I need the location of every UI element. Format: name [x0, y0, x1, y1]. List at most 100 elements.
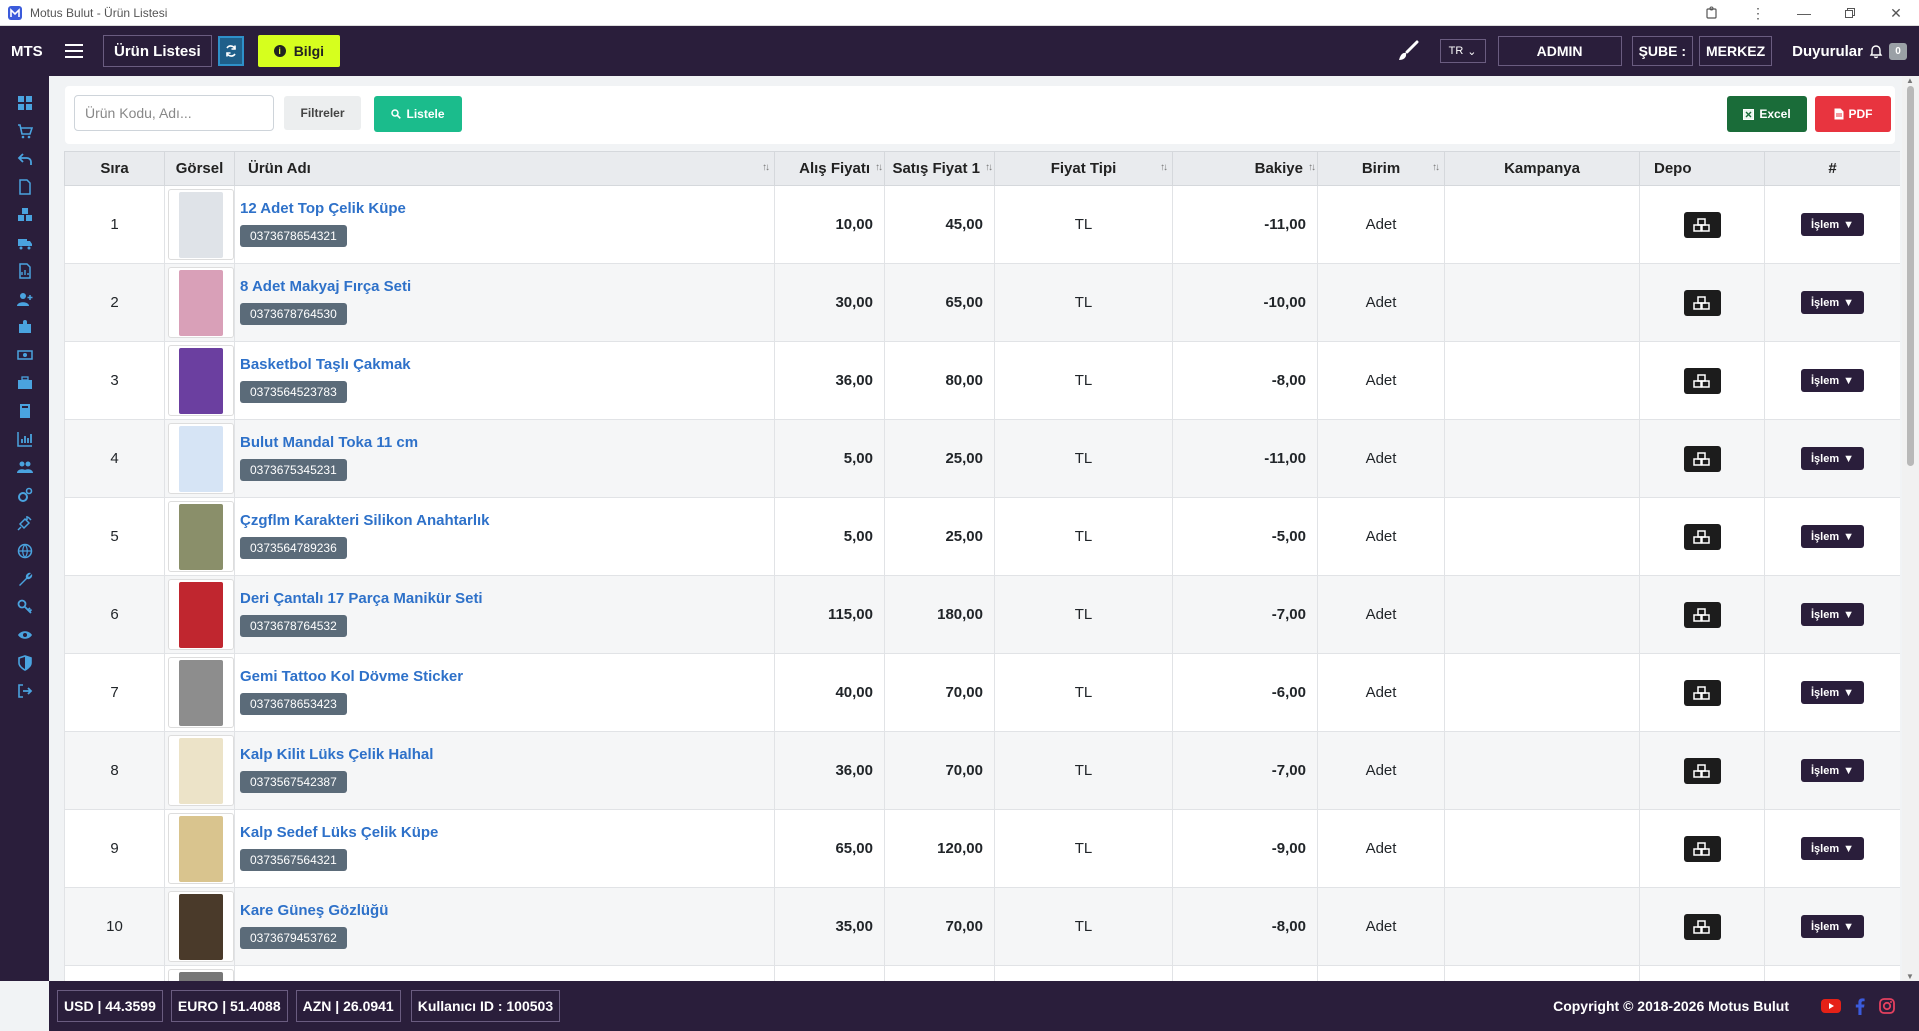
- cart-icon[interactable]: [0, 117, 49, 145]
- table-row[interactable]: 3 Basketbol Taşlı Çakmak 0373564523783 36,0…: [64, 341, 1900, 420]
- chart-icon[interactable]: [0, 425, 49, 453]
- briefcase-icon[interactable]: [0, 369, 49, 397]
- warehouse-button[interactable]: [1683, 601, 1721, 628]
- product-name-link[interactable]: 8 Adet Makyaj Fırça Seti: [240, 278, 412, 295]
- money-icon[interactable]: [0, 341, 49, 369]
- product-thumbnail[interactable]: [168, 657, 234, 728]
- product-thumbnail[interactable]: [168, 813, 234, 884]
- product-name-link[interactable]: Çzgflm Karakteri Silikon Anahtarlık: [240, 512, 490, 529]
- return-icon[interactable]: [0, 145, 49, 173]
- users-icon[interactable]: [0, 453, 49, 481]
- plug-icon[interactable]: [0, 509, 49, 537]
- search-input[interactable]: [74, 95, 274, 131]
- add-user-icon[interactable]: [0, 285, 49, 313]
- menu-toggle-icon[interactable]: [65, 44, 83, 58]
- warehouse-button[interactable]: [1683, 757, 1721, 784]
- scroll-up-icon[interactable]: ▲: [1906, 76, 1914, 85]
- warehouse-button[interactable]: [1683, 523, 1721, 550]
- excel-export-button[interactable]: Excel: [1727, 96, 1807, 132]
- action-dropdown-button[interactable]: İşlem ▼: [1800, 603, 1865, 626]
- instagram-icon[interactable]: [1879, 998, 1895, 1014]
- youtube-icon[interactable]: [1821, 999, 1841, 1013]
- product-name-link[interactable]: Bulut Mandal Toka 11 cm: [240, 434, 419, 451]
- sort-icon[interactable]: ↑↓: [985, 162, 993, 173]
- product-name-link[interactable]: Deri Çantalı 17 Parça Manikür Seti: [240, 590, 483, 607]
- branch-label[interactable]: ŞUBE :: [1631, 36, 1694, 66]
- table-row[interactable]: 4 Bulut Mandal Toka 11 cm 0373675345231 5,0…: [64, 419, 1900, 498]
- theme-brush-icon[interactable]: [1394, 37, 1422, 65]
- product-name-link[interactable]: Kalp Kilit Lüks Çelik Halhal: [240, 746, 434, 763]
- warehouse-button[interactable]: [1683, 913, 1721, 940]
- wrench-icon[interactable]: [0, 565, 49, 593]
- table-row[interactable]: Kare Taşlı Şahmeran: [64, 965, 1900, 981]
- language-select[interactable]: TR ⌄: [1439, 39, 1486, 63]
- product-thumbnail[interactable]: [168, 189, 234, 260]
- sort-icon[interactable]: ↑↓: [1160, 162, 1168, 173]
- pdf-export-button[interactable]: PDF: [1815, 96, 1891, 132]
- gears-icon[interactable]: [0, 481, 49, 509]
- filters-button[interactable]: Filtreler: [284, 96, 361, 130]
- table-row[interactable]: 1 12 Adet Top Çelik Küpe 0373678654321 10,0…: [64, 185, 1900, 264]
- warehouse-button[interactable]: [1683, 367, 1721, 394]
- book-icon[interactable]: [0, 397, 49, 425]
- announcements-button[interactable]: Duyurular 0: [1792, 42, 1907, 60]
- table-row[interactable]: 9 Kalp Sedef Lüks Çelik Küpe 0373567564321…: [64, 809, 1900, 888]
- product-name-link[interactable]: Gemi Tattoo Kol Dövme Sticker: [240, 668, 464, 685]
- brand-logo[interactable]: MTS: [11, 42, 43, 60]
- warehouse-button[interactable]: [1683, 289, 1721, 316]
- product-name-link[interactable]: Kare Güneş Gözlüğü: [240, 902, 389, 919]
- dashboard-icon[interactable]: [0, 89, 49, 117]
- close-button[interactable]: ✕: [1890, 4, 1902, 21]
- facebook-icon[interactable]: [1855, 997, 1865, 1015]
- header-birim[interactable]: Birim ↑↓: [1317, 151, 1445, 186]
- table-row[interactable]: 5 Çzgflm Karakteri Silikon Anahtarlık 0373…: [64, 497, 1900, 576]
- key-icon[interactable]: [0, 593, 49, 621]
- report-icon[interactable]: [0, 257, 49, 285]
- page-title-button[interactable]: Ürün Listesi: [103, 35, 212, 67]
- header-satis-fiyat[interactable]: Satış Fiyat 1 ↑↓: [884, 151, 995, 186]
- shield-icon[interactable]: [0, 649, 49, 677]
- product-thumbnail[interactable]: [168, 345, 234, 416]
- action-dropdown-button[interactable]: İşlem ▼: [1800, 759, 1865, 782]
- table-row[interactable]: 6 Deri Çantalı 17 Parça Manikür Seti 03736…: [64, 575, 1900, 654]
- minimize-button[interactable]: —: [1797, 5, 1811, 21]
- action-dropdown-button[interactable]: İşlem ▼: [1800, 447, 1865, 470]
- sort-icon[interactable]: ↑↓: [1432, 162, 1440, 173]
- action-dropdown-button[interactable]: İşlem ▼: [1800, 525, 1865, 548]
- sort-icon[interactable]: ↑↓: [1308, 162, 1316, 173]
- page-scrollbar[interactable]: ▲ ▼: [1902, 76, 1919, 981]
- product-thumbnail[interactable]: [168, 501, 234, 572]
- header-sira[interactable]: Sıra: [64, 151, 165, 186]
- extensions-icon[interactable]: [1689, 0, 1735, 26]
- scroll-down-icon[interactable]: ▼: [1906, 972, 1914, 981]
- info-button[interactable]: i Bilgi: [257, 35, 341, 67]
- restore-button[interactable]: [1827, 0, 1873, 26]
- action-dropdown-button[interactable]: İşlem ▼: [1800, 291, 1865, 314]
- product-name-link[interactable]: 12 Adet Top Çelik Küpe: [240, 200, 406, 217]
- product-thumbnail[interactable]: [168, 969, 234, 981]
- product-name-link[interactable]: Basketbol Taşlı Çakmak: [240, 356, 411, 373]
- user-button[interactable]: ADMIN: [1497, 36, 1622, 66]
- action-dropdown-button[interactable]: İşlem ▼: [1800, 681, 1865, 704]
- product-thumbnail[interactable]: [168, 891, 234, 962]
- product-name-link[interactable]: Kare Taşlı Şahmeran: [240, 980, 774, 981]
- sort-icon[interactable]: ↑↓: [762, 162, 770, 173]
- product-thumbnail[interactable]: [168, 579, 234, 650]
- header-fiyat-tipi[interactable]: Fiyat Tipi ↑↓: [994, 151, 1173, 186]
- action-dropdown-button[interactable]: İşlem ▼: [1800, 213, 1865, 236]
- more-menu-icon[interactable]: ⋮: [1751, 4, 1765, 21]
- logout-icon[interactable]: [0, 677, 49, 705]
- list-button[interactable]: Listele: [374, 96, 462, 132]
- table-row[interactable]: 7 Gemi Tattoo Kol Dövme Sticker 0373678653…: [64, 653, 1900, 732]
- header-bakiye[interactable]: Bakiye ↑↓: [1172, 151, 1318, 186]
- table-row[interactable]: 8 Kalp Kilit Lüks Çelik Halhal 03735675423…: [64, 731, 1900, 810]
- puzzle-icon[interactable]: [0, 313, 49, 341]
- table-row[interactable]: 2 8 Adet Makyaj Fırça Seti 0373678764530 30…: [64, 263, 1900, 342]
- product-thumbnail[interactable]: [168, 423, 234, 494]
- header-urun-adi[interactable]: Ürün Adı ↑↓: [234, 151, 775, 186]
- header-alis-fiyati[interactable]: Alış Fiyatı ↑↓: [774, 151, 885, 186]
- action-dropdown-button[interactable]: İşlem ▼: [1800, 369, 1865, 392]
- sort-icon[interactable]: ↑↓: [875, 162, 883, 173]
- table-row[interactable]: 10 Kare Güneş Gözlüğü 0373679453762 35,00 70…: [64, 887, 1900, 966]
- globe-icon[interactable]: [0, 537, 49, 565]
